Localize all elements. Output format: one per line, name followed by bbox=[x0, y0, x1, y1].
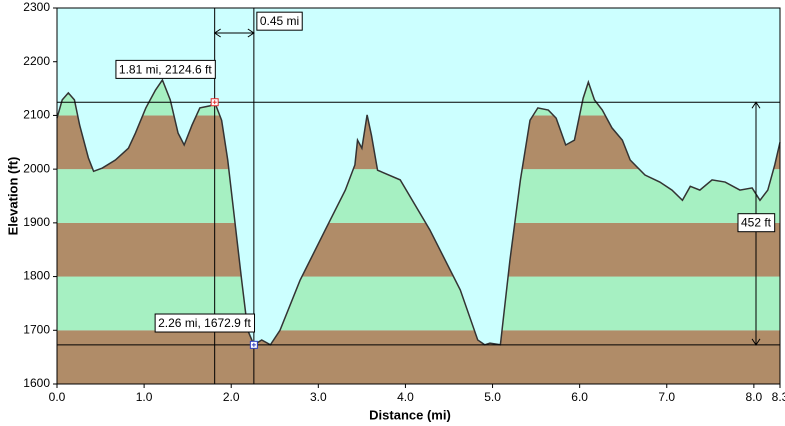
x-tick-label: 0.0 bbox=[49, 390, 66, 404]
distance-label-box bbox=[256, 11, 303, 31]
elevation-band bbox=[57, 330, 780, 384]
distance-label: 0.45 mi bbox=[260, 14, 299, 28]
arrow-head bbox=[213, 28, 221, 38]
cursor-label-box bbox=[154, 313, 256, 333]
x-tick-label: 3.0 bbox=[310, 390, 327, 404]
cursor-label: 2.26 mi, 1672.9 ft bbox=[158, 316, 251, 330]
x-tick-label: 7.0 bbox=[658, 390, 675, 404]
y-tick-label: 1800 bbox=[23, 269, 50, 283]
elevation-band bbox=[57, 222, 780, 277]
x-tick-label: 5.0 bbox=[484, 390, 501, 404]
cursor-label: 1.81 mi, 2124.6 ft bbox=[119, 62, 212, 76]
y-tick-label: 2300 bbox=[23, 0, 50, 14]
cursor-label-box bbox=[115, 59, 216, 79]
arrow-head bbox=[751, 101, 761, 109]
x-tick-label: 6.0 bbox=[571, 390, 588, 404]
arrow-head bbox=[247, 28, 255, 38]
y-tick-label: 2000 bbox=[23, 161, 50, 175]
y-tick-label: 1900 bbox=[23, 215, 50, 229]
x-tick-label: 2.0 bbox=[223, 390, 240, 404]
y-tick-label: 1700 bbox=[23, 322, 50, 336]
y-tick-label: 2100 bbox=[23, 108, 50, 122]
y-tick-label: 1600 bbox=[23, 376, 50, 390]
plot-frame bbox=[56, 7, 781, 385]
elevation-profile bbox=[56, 78, 781, 346]
y-axis-title: Elevation (ft) bbox=[5, 157, 20, 236]
x-tick-label: 8.0 bbox=[746, 390, 763, 404]
x-axis-title: Distance (mi) bbox=[369, 407, 451, 422]
y-tick-label: 2200 bbox=[23, 54, 50, 68]
rise-label-box bbox=[737, 213, 776, 233]
arrow-head bbox=[751, 338, 761, 346]
x-tick-label: 1.0 bbox=[136, 390, 153, 404]
x-tick-label: 4.0 bbox=[397, 390, 414, 404]
rise-label: 452 ft bbox=[741, 216, 772, 230]
x-tick-label: 8.3 bbox=[772, 390, 785, 404]
